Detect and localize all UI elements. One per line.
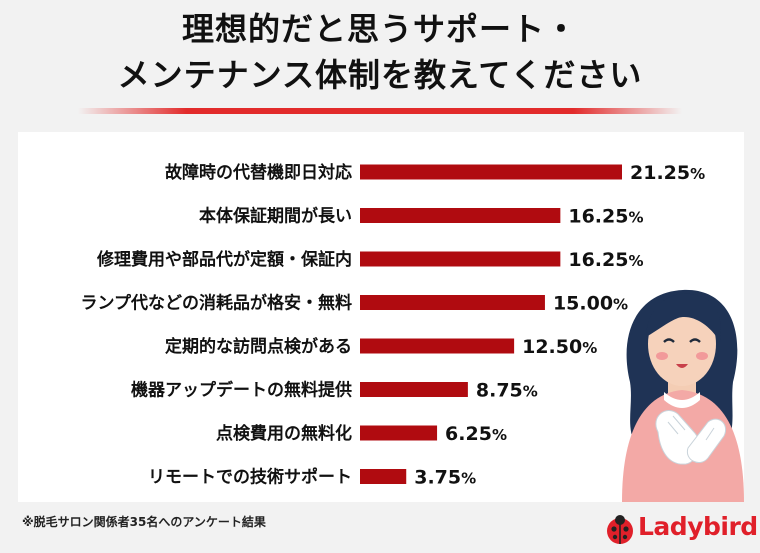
title-underline [78, 108, 682, 114]
bar [360, 338, 515, 354]
bar [360, 208, 561, 223]
bar [360, 469, 407, 484]
value-label: 12.50% [522, 336, 597, 358]
woman-illustration [622, 289, 744, 502]
value-label: 15.00% [553, 293, 628, 315]
bar-chart: 故障時の代替機即日対応 21.25% 本体保証期間が長い 16.25% 修理費用や部品代… [81, 162, 744, 502]
value-label: 16.25% [568, 249, 643, 271]
category-label: ランプ代などの消耗品が格安・無料 [81, 293, 353, 314]
ladybug-icon [607, 515, 633, 544]
title-line-2: メンテナンス体制を教えてください [117, 56, 643, 94]
ladybird-logo[interactable]: Ladybird [604, 512, 758, 544]
logo-text: Ladybird [638, 512, 758, 541]
bar [360, 164, 622, 180]
bar [360, 251, 561, 267]
category-label: 故障時の代替機即日対応 [165, 162, 352, 183]
bar [360, 382, 468, 397]
value-label: 6.25% [445, 423, 507, 445]
value-label: 3.75% [414, 467, 476, 489]
category-label: 定期的な訪問点検がある [165, 336, 352, 357]
category-label: 点検費用の無料化 [216, 423, 352, 444]
bar [360, 295, 545, 310]
value-label: 21.25% [630, 162, 705, 184]
value-label: 16.25% [568, 206, 643, 228]
category-label: 修理費用や部品代が定額・保証内 [96, 249, 352, 270]
footnote: ※脱毛サロン関係者35名へのアンケート結果 [22, 515, 266, 529]
category-label: 本体保証期間が長い [199, 206, 352, 227]
title-line-1: 理想的だと思うサポート・ [181, 10, 578, 48]
category-label: リモートでの技術サポート [148, 467, 352, 488]
category-label: 機器アップデートの無料提供 [131, 380, 352, 401]
chart-panel: 故障時の代替機即日対応 21.25% 本体保証期間が長い 16.25% 修理費用や部品代… [18, 132, 744, 502]
bar [360, 425, 438, 441]
value-label: 8.75% [476, 380, 538, 402]
chart-title: 理想的だと思うサポート・ メンテナンス体制を教えてください [0, 6, 760, 98]
